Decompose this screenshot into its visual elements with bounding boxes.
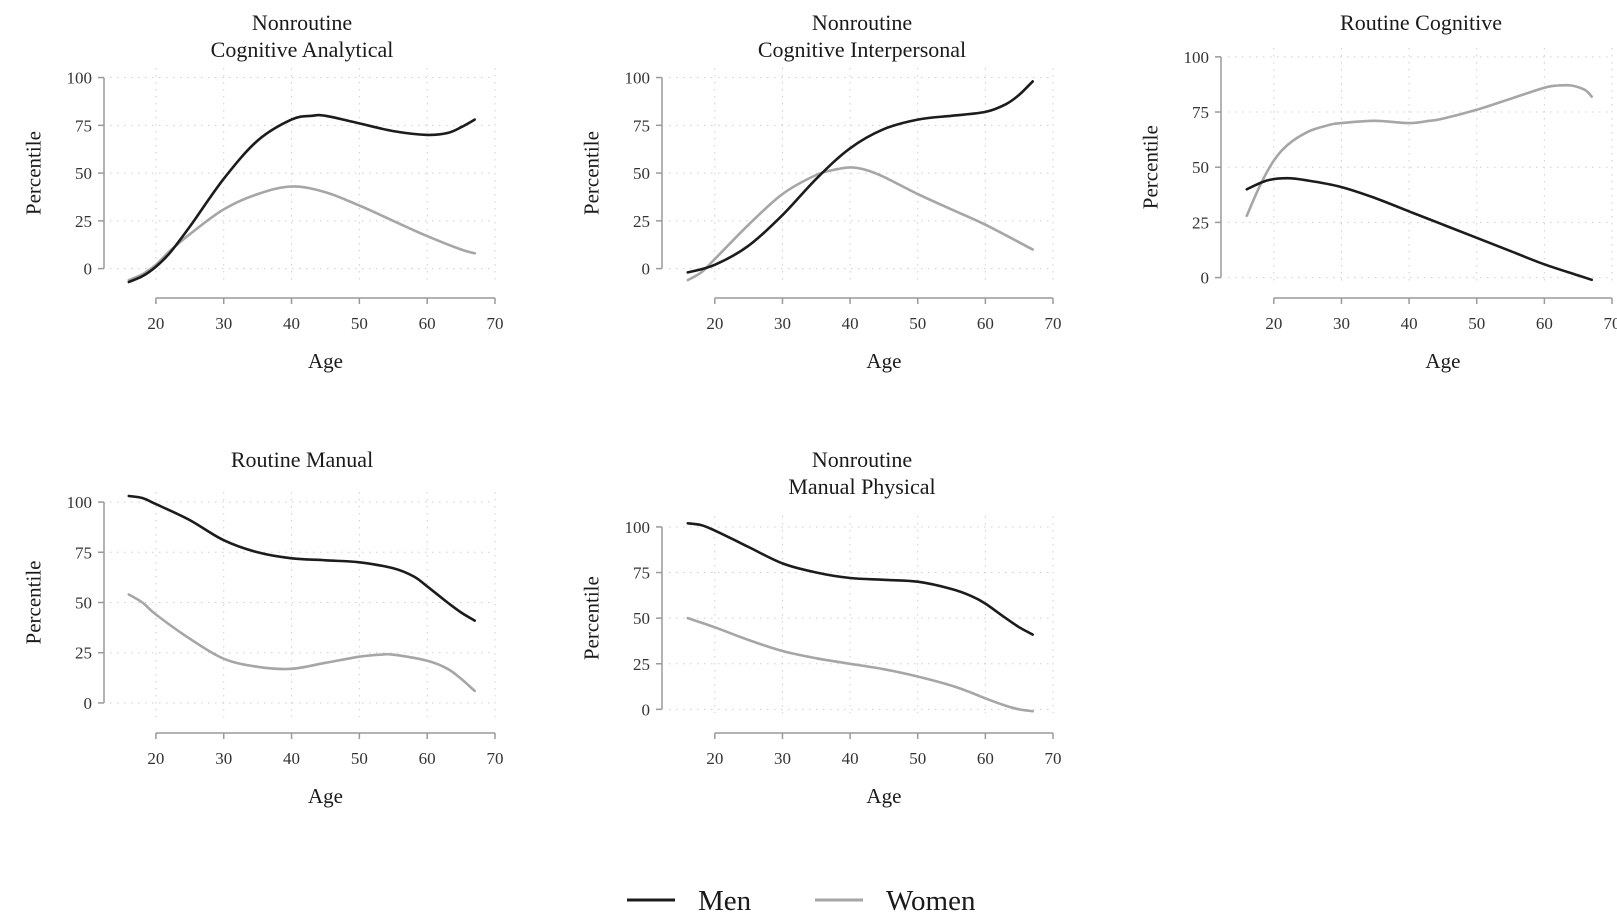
x-tick-label: 70 [487,749,504,768]
x-axis-label: Age [308,349,343,373]
x-tick-label: 30 [215,749,232,768]
y-tick-label: 0 [84,694,93,713]
legend-label-men: Men [698,885,752,914]
chart-title-line: Routine Manual [231,447,373,472]
y-tick-label: 75 [633,564,650,583]
x-tick-label: 30 [1333,314,1350,333]
series-line-men [686,522,1034,636]
y-tick-label: 25 [1192,213,1209,232]
x-tick-label: 60 [419,314,436,333]
x-tick-label: 60 [977,314,994,333]
series-line-women [127,185,476,282]
x-axis-label: Age [308,784,343,808]
x-tick-label: 30 [774,749,791,768]
y-tick-label: 75 [75,116,92,135]
x-tick-label: 20 [147,314,164,333]
x-tick-label: 20 [706,314,723,333]
series-line-women [127,593,476,693]
series-line-men [127,113,476,284]
series-line-men [127,494,476,622]
x-tick-label: 50 [351,314,368,333]
x-tick-label: 40 [842,749,859,768]
y-tick-label: 25 [633,655,650,674]
series-line-women [1245,83,1593,218]
x-tick-label: 20 [147,749,164,768]
y-tick-label: 25 [75,212,92,231]
y-tick-label: 0 [1201,269,1210,288]
chart-title-line: Nonroutine [252,10,352,35]
y-tick-label: 0 [642,700,651,719]
y-tick-label: 50 [75,593,92,612]
y-tick-label: 0 [84,260,93,279]
x-axis-label: Age [1425,349,1460,373]
x-axis-label: Age [866,784,901,808]
y-tick-label: 25 [633,212,650,231]
x-tick-label: 40 [283,314,300,333]
x-tick-label: 70 [1045,314,1062,333]
y-axis-label: Percentile [579,131,603,215]
y-tick-label: 75 [633,116,650,135]
y-tick-label: 100 [625,69,651,88]
x-tick-label: 50 [909,314,926,333]
x-tick-label: 40 [842,314,859,333]
series-line-men [686,80,1034,274]
x-tick-label: 40 [1401,314,1418,333]
x-tick-label: 30 [774,314,791,333]
x-tick-label: 50 [351,749,368,768]
y-tick-label: 75 [1192,103,1209,122]
y-tick-label: 100 [625,518,651,537]
x-tick-label: 70 [1604,314,1617,333]
y-axis-label: Percentile [21,131,45,215]
series-line-men [1245,176,1593,282]
chart-panel-3: Routine Cognitive 0 25 50 75 100 20 30 40 50 60 70 A… [1138,10,1617,373]
x-tick-label: 50 [1468,314,1485,333]
y-tick-label: 25 [75,644,92,663]
chart-title-line: Cognitive Analytical [211,37,394,62]
x-tick-label: 60 [1536,314,1553,333]
y-tick-label: 50 [75,164,92,183]
y-tick-label: 50 [633,164,650,183]
x-axis-label: Age [866,349,901,373]
x-tick-label: 20 [1265,314,1282,333]
y-tick-label: 0 [642,260,651,279]
series-line-women [686,616,1034,713]
x-tick-label: 20 [706,749,723,768]
chart-title-line: Cognitive Interpersonal [758,37,966,62]
legend: Men Women [627,885,976,914]
chart-title-line: Manual Physical [788,474,935,499]
x-tick-label: 70 [1045,749,1062,768]
x-tick-label: 70 [487,314,504,333]
y-axis-label: Percentile [1138,125,1162,209]
legend-label-women: Women [886,885,976,914]
y-tick-label: 100 [67,69,93,88]
x-tick-label: 60 [419,749,436,768]
chart-title-line: Nonroutine [812,447,912,472]
y-axis-label: Percentile [21,561,45,645]
y-tick-label: 75 [75,543,92,562]
chart-title-line: Nonroutine [812,10,912,35]
chart-panel-4: Routine Manual 0 25 50 75 100 20 30 40 50 60 70 Age P… [21,447,503,808]
x-tick-label: 60 [977,749,994,768]
y-tick-label: 100 [1184,48,1210,67]
x-tick-label: 50 [909,749,926,768]
series-line-women [686,166,1034,282]
y-tick-label: 100 [67,493,93,512]
y-axis-label: Percentile [579,576,603,660]
y-tick-label: 50 [1192,158,1209,177]
chart-title-line: Routine Cognitive [1340,10,1502,35]
x-tick-label: 30 [215,314,232,333]
y-tick-label: 50 [633,609,650,628]
x-tick-label: 40 [283,749,300,768]
